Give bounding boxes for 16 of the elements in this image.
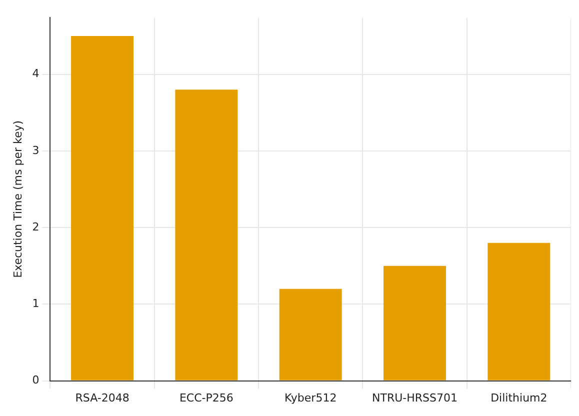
x-tick-label: ECC-P256: [179, 391, 234, 404]
bar: [488, 242, 550, 380]
x-tick-label: NTRU-HRSS701: [372, 391, 458, 404]
x-tick-label: Dilithium2: [490, 391, 548, 404]
y-tick-label: 1: [32, 297, 40, 310]
bar: [175, 90, 238, 380]
x-tick-label: Kyber512: [284, 391, 337, 404]
y-tick-label: 4: [32, 67, 40, 80]
x-tick-label: RSA-2048: [75, 391, 130, 404]
y-tick-label: 3: [32, 144, 40, 157]
y-tick-label: 2: [32, 220, 40, 234]
bar: [279, 288, 342, 380]
bar: [71, 36, 134, 380]
y-axis-title: Execution Time (ms per key): [11, 120, 24, 278]
y-tick-label: 0: [32, 374, 40, 387]
bar: [384, 266, 446, 380]
